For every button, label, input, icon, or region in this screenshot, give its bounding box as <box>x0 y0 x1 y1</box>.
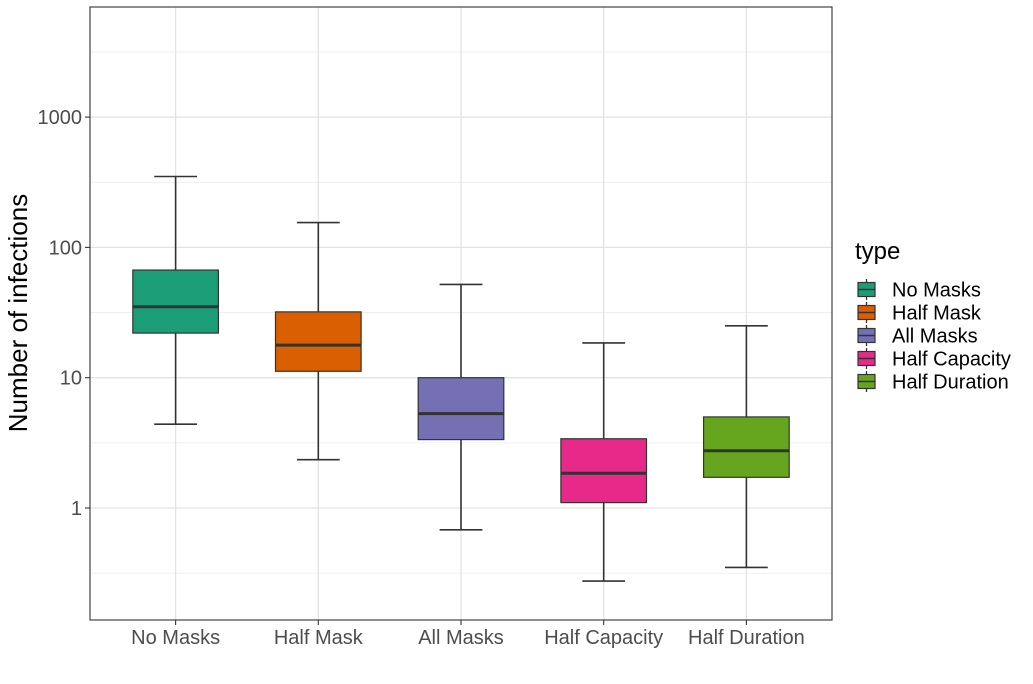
x-tick-label: Half Mask <box>274 627 364 649</box>
legend-item-all-masks: All Masks <box>857 325 978 348</box>
legend-label: Half Capacity <box>892 349 1011 371</box>
x-tick-label: Half Capacity <box>544 627 663 649</box>
legend-label: Half Mask <box>892 303 982 325</box>
x-tick-label: All Masks <box>418 627 504 649</box>
box-all-masks <box>417 283 505 531</box>
box-rect <box>132 269 220 334</box>
y-tick-label: 10 <box>60 368 82 390</box>
legend-label: Half Duration <box>892 372 1009 394</box>
box-rect <box>417 377 505 441</box>
x-tick-label: No Masks <box>131 627 220 649</box>
box-half-duration <box>702 325 790 569</box>
y-tick-label: 1000 <box>38 107 83 129</box>
x-axis-ticks: No Masks Half Mask All Masks Half Capacity H… <box>131 620 805 649</box>
legend-item-half-mask: Half Mask <box>857 302 982 325</box>
x-tick-label: Half Duration <box>688 627 805 649</box>
box-rect <box>560 438 648 504</box>
y-tick-label: 1 <box>71 498 82 520</box>
y-axis-title: Number of infections <box>3 194 33 432</box>
y-tick-label: 100 <box>49 237 82 259</box>
box-series <box>132 175 790 582</box>
y-axis-ticks: 1 10 100 1000 <box>38 107 90 520</box>
box-rect <box>702 416 790 478</box>
box-half-capacity <box>560 342 648 582</box>
legend-item-no-masks: No Masks <box>857 279 981 302</box>
legend-label: No Masks <box>892 280 981 302</box>
box-rect <box>274 311 362 372</box>
legend-item-half-duration: Half Duration <box>857 371 1009 394</box>
legend-title: type <box>855 238 900 265</box>
box-half-mask <box>274 221 362 461</box>
box-no-masks <box>132 175 220 425</box>
legend-item-half-capacity: Half Capacity <box>857 348 1011 371</box>
legend-label: All Masks <box>892 326 978 348</box>
